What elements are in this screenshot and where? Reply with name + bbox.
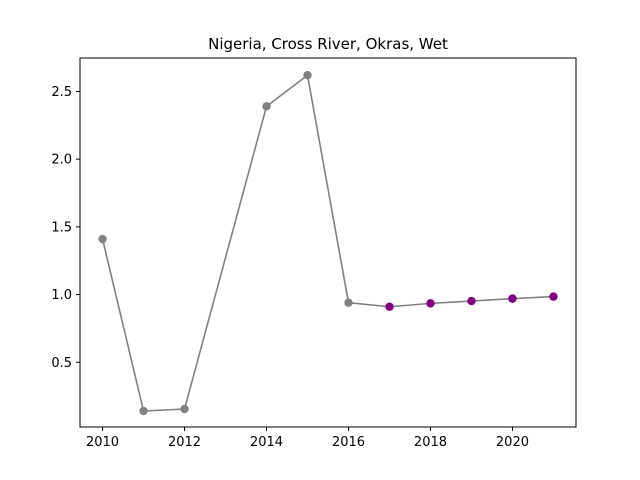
- data-point: [426, 299, 435, 308]
- y-tick-label: 2.0: [51, 153, 72, 168]
- data-point: [98, 234, 107, 244]
- data-point: [139, 406, 148, 416]
- x-tick-label: 2018: [414, 435, 447, 450]
- x-tick-label: 2014: [250, 435, 283, 450]
- x-tick-label: 2020: [496, 435, 529, 450]
- data-point: [262, 102, 271, 111]
- data-point: [385, 302, 394, 311]
- y-tick-label: 0.5: [51, 356, 72, 371]
- data-point: [467, 296, 476, 306]
- data-point: [180, 404, 189, 414]
- series-line: [101, 74, 554, 412]
- data-point: [344, 298, 353, 307]
- chart-title: Nigeria, Cross River, Okras, Wet: [208, 35, 448, 53]
- y-tick-label: 1.0: [51, 288, 72, 303]
- plot-frame: [79, 57, 577, 428]
- data-point: [549, 292, 558, 301]
- x-tick-label: 2016: [332, 435, 365, 450]
- data-point: [508, 294, 517, 303]
- data-point: [303, 70, 312, 80]
- axes-layer: 2010 2012 2014 2016 2018 2020 0.5 1.0 1.5 2.0 2.5: [51, 85, 529, 450]
- plot-layer: [98, 70, 558, 416]
- x-tick-label: 2010: [86, 435, 119, 450]
- y-tick-label: 2.5: [51, 85, 72, 100]
- y-tick-label: 1.5: [51, 220, 72, 235]
- x-tick-label: 2012: [168, 435, 201, 450]
